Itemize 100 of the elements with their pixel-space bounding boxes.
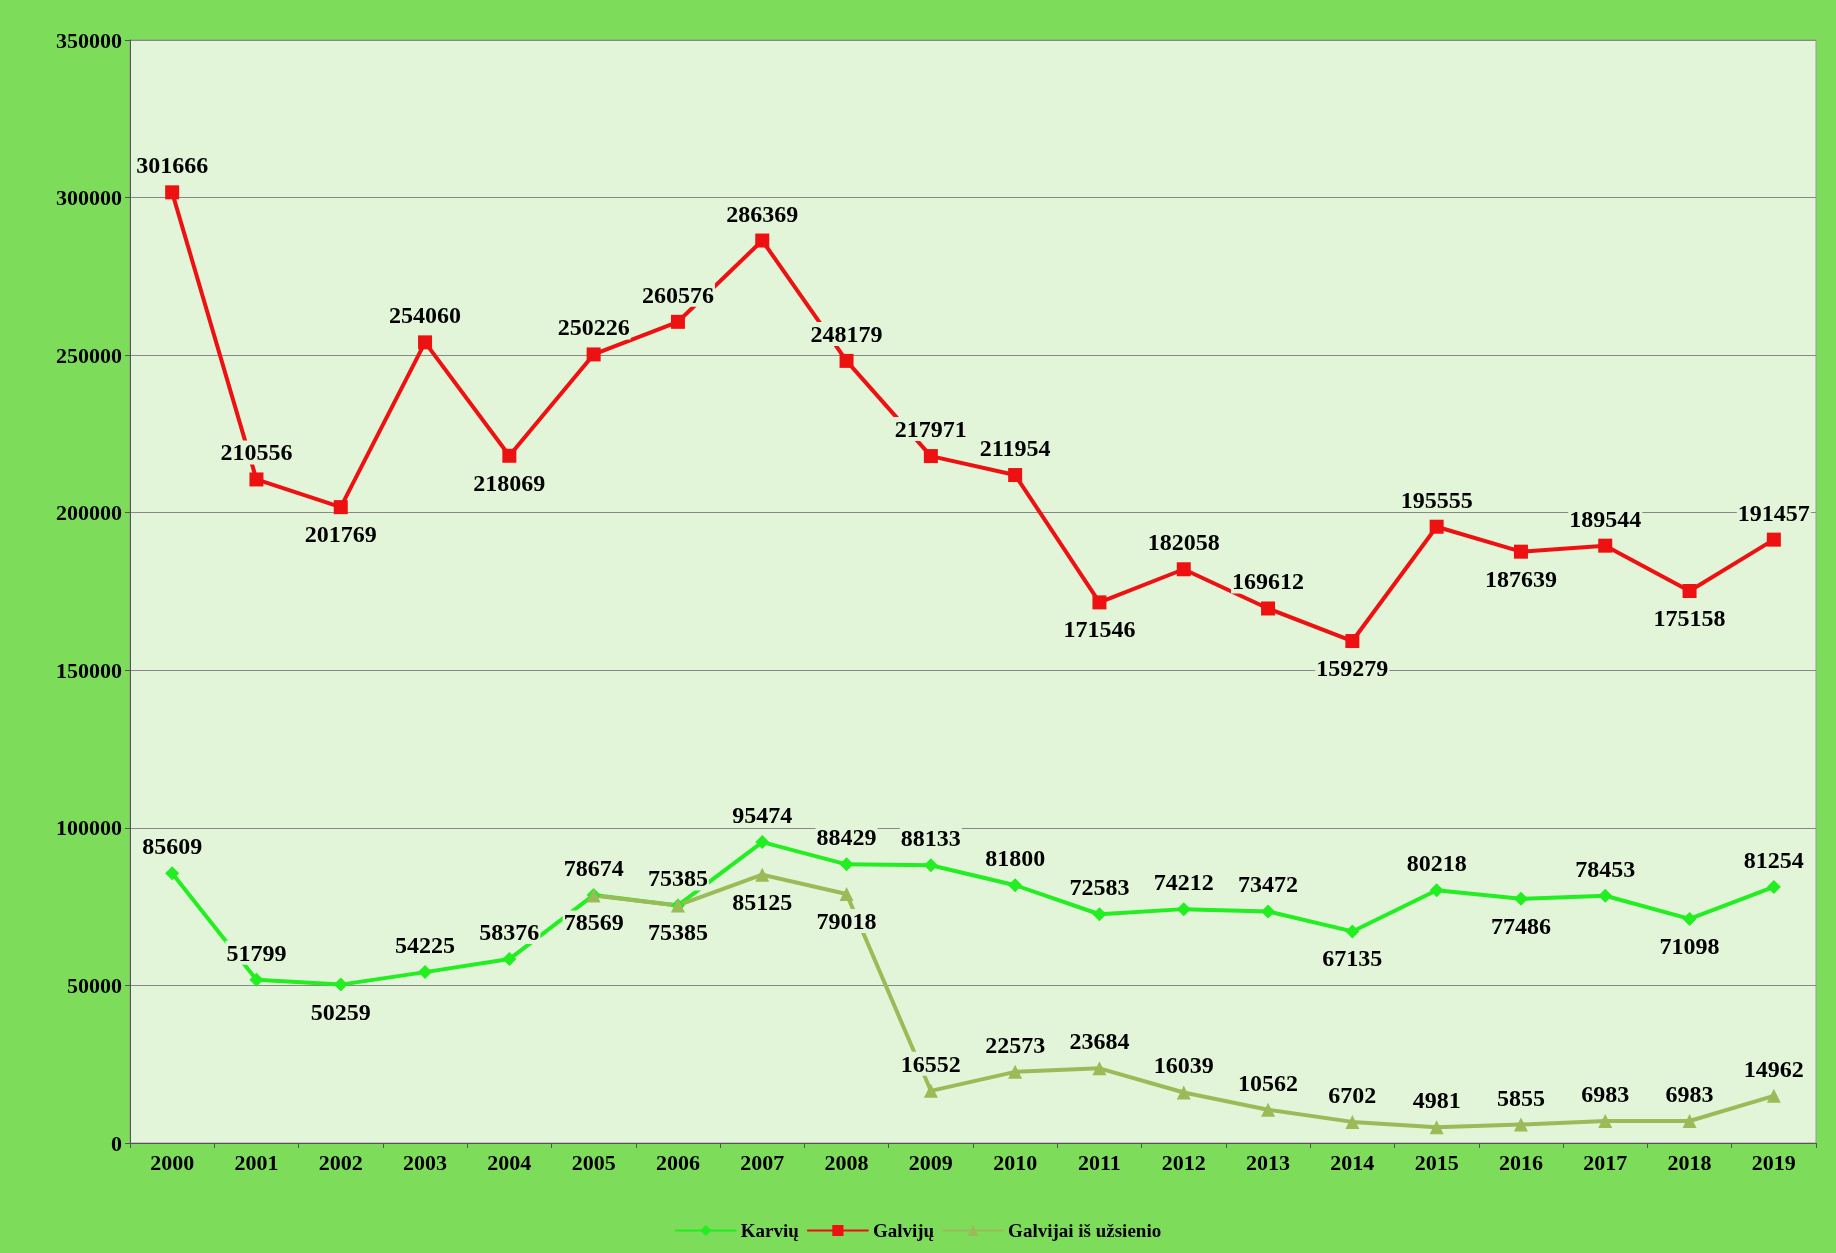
- point: [923, 1083, 938, 1098]
- x-tick-label: 2018: [1667, 1149, 1712, 1175]
- point: [1682, 584, 1697, 598]
- data-label: 85609: [142, 833, 203, 860]
- point: [1008, 468, 1023, 483]
- data-label: 286369: [726, 200, 799, 227]
- data-label: 6983: [1581, 1080, 1630, 1107]
- data-label: 187639: [1484, 565, 1557, 592]
- y-tick-label: 150000: [56, 657, 122, 683]
- point: [502, 448, 517, 463]
- data-label: 75385: [647, 865, 708, 892]
- point: [1261, 904, 1276, 919]
- data-label: 78453: [1575, 855, 1636, 882]
- point: [1261, 1102, 1276, 1117]
- point: [1598, 538, 1613, 553]
- point: [1766, 532, 1781, 547]
- data-label: 95474: [732, 802, 793, 829]
- data-label: 182058: [1147, 529, 1220, 556]
- data-label: 6702: [1328, 1081, 1377, 1108]
- data-label: 51799: [226, 939, 287, 966]
- data-label: 78569: [563, 909, 624, 936]
- x-tick-label: 2016: [1498, 1149, 1543, 1175]
- point: [249, 972, 264, 987]
- point: [755, 835, 770, 850]
- data-label: 75385: [647, 919, 708, 946]
- data-label: 81254: [1743, 846, 1804, 873]
- data-label: 171546: [1063, 616, 1136, 643]
- data-label: 78674: [563, 855, 624, 882]
- data-label: 260576: [641, 281, 714, 308]
- data-label: 201769: [304, 521, 377, 548]
- x-tick-label: 2007: [740, 1149, 785, 1175]
- data-label: 4981: [1412, 1087, 1461, 1114]
- point: [1429, 883, 1444, 898]
- data-label: 159279: [1316, 655, 1389, 682]
- point: [839, 886, 854, 901]
- y-tick-label: 50000: [67, 972, 122, 998]
- point: [1429, 519, 1444, 534]
- point: [1345, 1114, 1360, 1129]
- point: [1766, 1088, 1781, 1103]
- data-label: 81800: [985, 845, 1046, 872]
- point: [502, 952, 517, 967]
- data-label: 250226: [557, 314, 630, 341]
- data-label: 14962: [1743, 1055, 1804, 1082]
- y-tick-label: 300000: [56, 185, 122, 211]
- x-tick-label: 2000: [150, 1149, 195, 1175]
- point: [755, 233, 770, 248]
- point: [1513, 544, 1528, 559]
- data-label: 79018: [816, 907, 877, 934]
- data-label: 16552: [900, 1050, 961, 1077]
- data-label: 88133: [900, 825, 961, 852]
- point: [1176, 562, 1191, 577]
- point: [165, 185, 180, 200]
- data-label: 50259: [310, 998, 371, 1025]
- data-label: 71098: [1659, 932, 1720, 959]
- point: [165, 866, 180, 881]
- point: [839, 857, 854, 872]
- point: [1176, 1085, 1191, 1100]
- y-tick-label: 100000: [56, 815, 122, 841]
- data-label: 23684: [1069, 1028, 1130, 1055]
- y-tick-label: 250000: [56, 342, 122, 368]
- point: [1092, 907, 1107, 922]
- data-label: 211954: [979, 435, 1051, 462]
- data-label: 169612: [1232, 568, 1305, 595]
- x-tick-label: 2011: [1078, 1149, 1121, 1175]
- data-label: 16039: [1153, 1052, 1214, 1079]
- data-label: 254060: [389, 302, 462, 329]
- data-label: 175158: [1653, 605, 1726, 631]
- point: [1513, 1117, 1528, 1132]
- point: [1261, 601, 1276, 616]
- x-tick-label: 2017: [1583, 1149, 1628, 1175]
- point: [1092, 1061, 1107, 1076]
- x-tick-label: 2013: [1246, 1149, 1291, 1175]
- data-label: 210556: [220, 439, 293, 466]
- x-tick-label: 2009: [908, 1149, 953, 1175]
- data-label: 218069: [473, 469, 546, 496]
- x-tick-label: 2002: [318, 1149, 363, 1175]
- y-tick-label: 200000: [56, 500, 122, 526]
- data-label: 72583: [1069, 874, 1130, 901]
- x-tick-label: 2005: [571, 1149, 616, 1175]
- point: [755, 867, 770, 882]
- data-label: 248179: [810, 320, 883, 347]
- data-label: 6983: [1665, 1080, 1714, 1107]
- data-label: 5855: [1496, 1084, 1545, 1111]
- data-label: 54225: [395, 932, 456, 959]
- x-tick-label: 2019: [1751, 1149, 1796, 1175]
- point: [1176, 902, 1191, 917]
- point: [333, 500, 348, 515]
- point: [418, 335, 433, 350]
- data-label: 22573: [985, 1031, 1046, 1058]
- point: [1345, 924, 1360, 939]
- x-tick-label: 2003: [403, 1149, 448, 1175]
- data-label: 85125: [732, 888, 793, 915]
- point: [333, 977, 348, 992]
- x-tick-label: 2001: [234, 1149, 279, 1175]
- y-tick-label: 0: [111, 1130, 122, 1156]
- data-label: 195555: [1400, 486, 1473, 513]
- point: [249, 472, 264, 487]
- x-tick-label: 2014: [1330, 1149, 1375, 1175]
- data-label: 217971: [894, 416, 967, 443]
- point: [1008, 1064, 1023, 1079]
